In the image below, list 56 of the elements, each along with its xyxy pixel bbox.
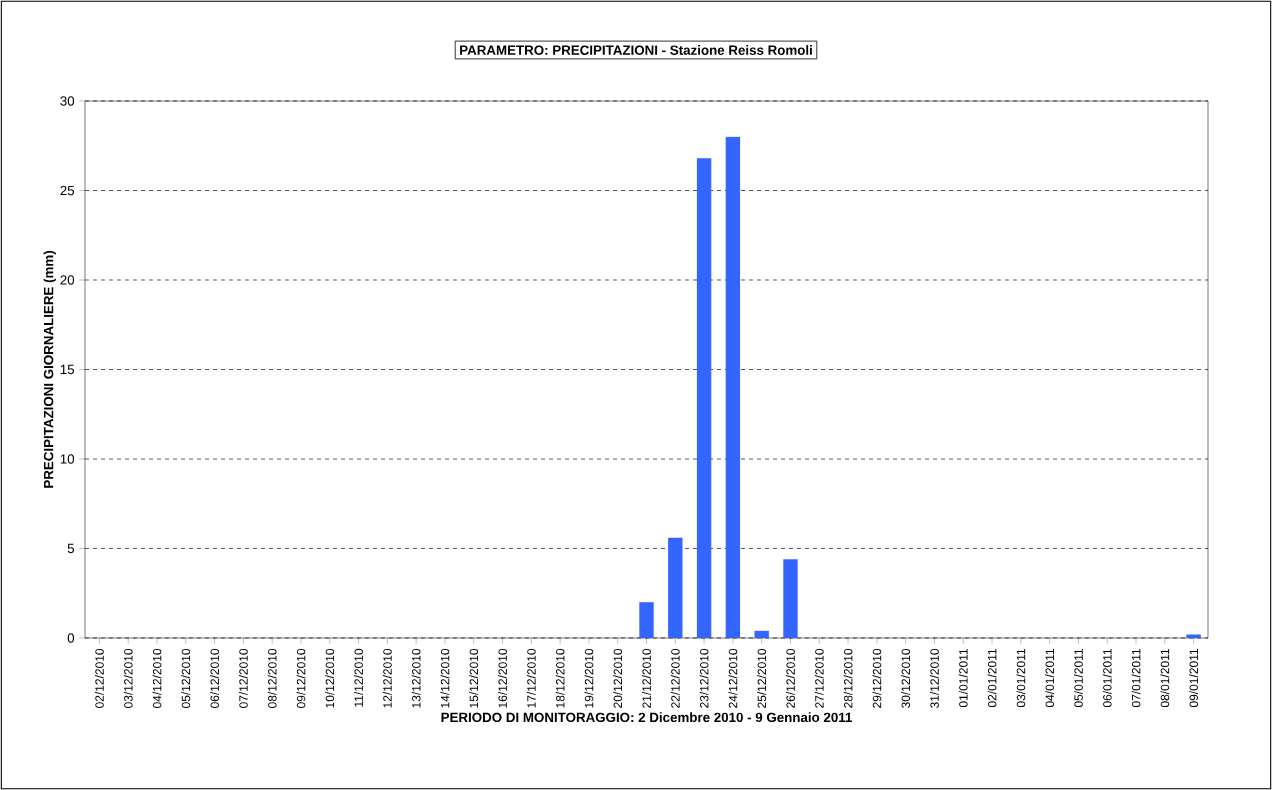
- x-tick-label: 09/01/2011: [1189, 649, 1199, 708]
- x-tick-label: 05/12/2010: [181, 648, 191, 708]
- x-tick-label: 21/12/2010: [642, 648, 651, 708]
- y-tick-label: 0: [67, 633, 75, 643]
- x-axis-title: PERIODO DI MONITORAGGIO: 2 Dicembre 2010 - 9 Gennaio 2011: [441, 712, 852, 723]
- x-tick-label: 31/12/2010: [930, 648, 939, 708]
- bar: [696, 158, 712, 638]
- x-tick-label: 06/01/2011: [1102, 649, 1112, 708]
- y-tick-label: 20: [60, 275, 75, 285]
- bar: [725, 136, 741, 638]
- x-tick-label: 19/12/2010: [584, 648, 594, 708]
- x-tick-label: 23/12/2010: [699, 648, 709, 708]
- y-tick-label: 30: [60, 96, 75, 106]
- x-tick-label: 07/01/2011: [1131, 649, 1141, 708]
- y-tick-label: 5: [67, 543, 75, 554]
- x-tick-label: 26/12/2010: [786, 648, 795, 708]
- x-tick-label: 07/12/2010: [238, 648, 248, 708]
- x-tick-label: 09/12/2010: [296, 648, 306, 708]
- x-tick-label: 18/12/2010: [555, 648, 565, 708]
- y-tick-label: 25: [60, 185, 75, 196]
- x-tick-label: 25/12/2010: [757, 648, 767, 708]
- bar: [783, 559, 798, 638]
- x-tick-label: 05/01/2011: [1074, 649, 1083, 708]
- x-tick-label: 08/12/2010: [267, 648, 277, 708]
- x-tick-label: 22/12/2010: [670, 648, 680, 708]
- x-tick-label: 03/01/2011: [1016, 649, 1026, 708]
- x-tick-label: 28/12/2010: [843, 648, 853, 708]
- x-tick-label: 01/01/2011: [958, 649, 968, 708]
- x-tick-label: 13/12/2010: [411, 648, 421, 708]
- x-tick-label: 02/01/2011: [987, 649, 997, 708]
- x-tick-label: 30/12/2010: [901, 648, 911, 708]
- y-axis-title: PRECIPITAZIONI GIORNALIERE (mm): [43, 251, 56, 488]
- x-tick-label: 04/12/2010: [152, 648, 162, 708]
- x-tick-label: 03/12/2010: [123, 648, 133, 708]
- x-tick-label: 27/12/2010: [814, 648, 824, 708]
- bar: [668, 537, 683, 638]
- x-tick-label: 04/01/2011: [1045, 649, 1055, 708]
- x-tick-label: 10/12/2010: [325, 648, 335, 708]
- x-tick-label: 24/12/2010: [728, 648, 738, 708]
- y-tick-label: 15: [60, 364, 75, 375]
- bar: [639, 602, 654, 638]
- chart-title: PARAMETRO: PRECIPITAZIONI - Stazione Reiss Romoli: [460, 45, 812, 55]
- x-tick-label: 17/12/2010: [526, 648, 536, 708]
- x-tick-label: 20/12/2010: [613, 648, 623, 708]
- x-tick-label: 15/12/2010: [469, 648, 479, 708]
- x-tick-label: 08/01/2011: [1160, 649, 1170, 708]
- x-tick-label: 14/12/2010: [440, 648, 450, 708]
- x-tick-label: 06/12/2010: [210, 648, 219, 708]
- x-tick-label: 11/12/2010: [354, 648, 363, 707]
- x-tick-label: 29/12/2010: [872, 648, 882, 708]
- bar: [754, 630, 769, 638]
- x-tick-label: 12/12/2010: [382, 648, 392, 708]
- bar: [1186, 634, 1201, 638]
- x-tick-label: 02/12/2010: [94, 648, 104, 708]
- y-tick-label: 10: [60, 454, 75, 464]
- x-tick-label: 16/12/2010: [498, 648, 507, 708]
